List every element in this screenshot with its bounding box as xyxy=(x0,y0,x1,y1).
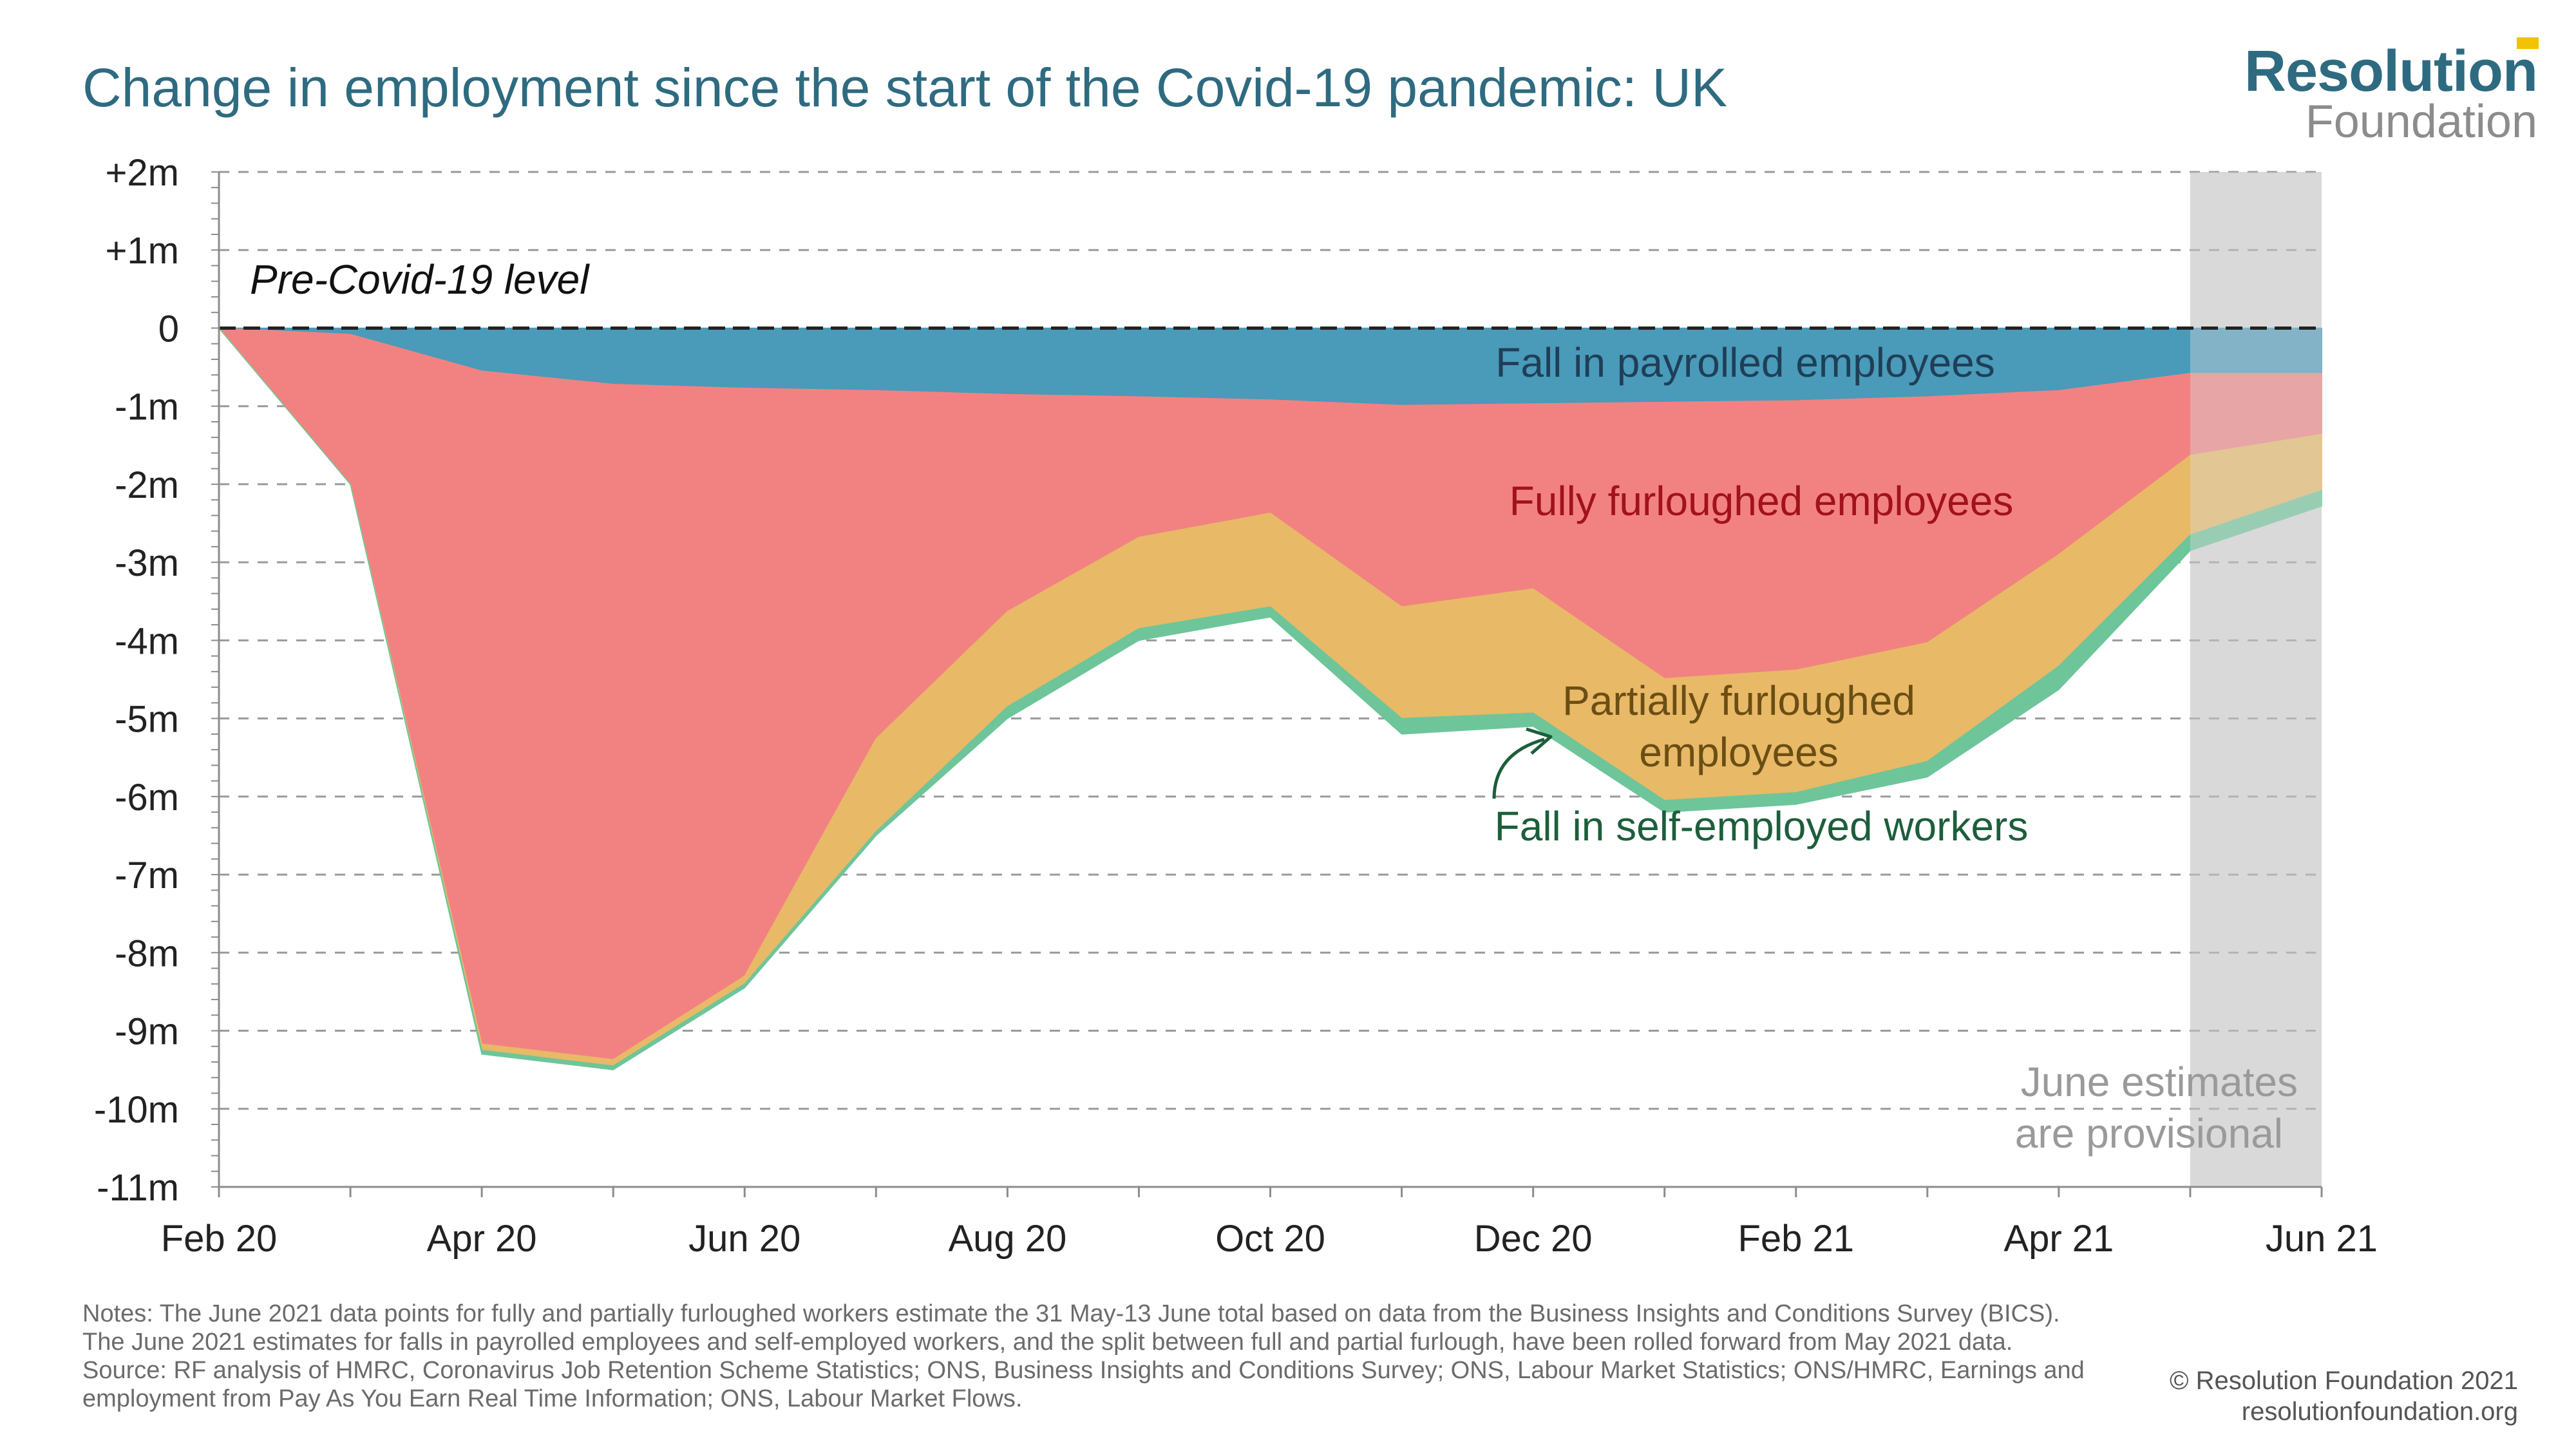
provisional-label-line1: June estimates xyxy=(2021,1059,2298,1105)
provisional-label-line2: are provisional xyxy=(2015,1110,2283,1157)
baseline-label: Pre-Covid-19 level xyxy=(250,256,590,303)
footer-credits: © Resolution Foundation 2021 resolutionf… xyxy=(2170,1365,2518,1427)
x-tick-label: Aug 20 xyxy=(948,1218,1066,1260)
y-tick-label: -8m xyxy=(115,933,179,974)
y-tick-label: +2m xyxy=(106,152,179,194)
resolution-foundation-logo: Resolution Foundation xyxy=(2244,39,2538,147)
y-tick-label: -7m xyxy=(115,855,179,896)
tick-labels-layer: +2m +1m 0 -1m -2m -3m -4m -5m -6m -7m -8m -9m -10m -1… xyxy=(94,152,2378,1260)
y-tick-label: -6m xyxy=(115,777,179,819)
logo-accent-mark xyxy=(2517,37,2539,49)
self-employed-label: Fall in self-employed workers xyxy=(1495,803,2029,849)
y-tick-label: -3m xyxy=(115,542,179,584)
partially-furloughed-label-line2: employees xyxy=(1639,729,1839,775)
y-tick-label: -2m xyxy=(115,464,179,506)
y-tick-label: -5m xyxy=(115,699,179,741)
employment-area-chart: +2m +1m 0 -1m -2m -3m -4m -5m -6m -7m -8m -9m -10m -1… xyxy=(94,152,2378,1260)
x-tick-label: Jun 20 xyxy=(688,1218,800,1260)
areas-layer xyxy=(218,172,2322,1187)
chart-title: Change in employment since the start of … xyxy=(82,57,1728,118)
notes-source: Source: RF analysis of HMRC, Coronavirus… xyxy=(82,1357,2085,1412)
fully-furloughed-label: Fully furloughed employees xyxy=(1510,478,2014,524)
axes-layer xyxy=(211,171,2323,1197)
y-tick-label: 0 xyxy=(158,308,179,350)
x-tick-label: Feb 21 xyxy=(1738,1218,1854,1260)
x-tick-label: Oct 20 xyxy=(1215,1218,1325,1260)
partially-furloughed-label-line1: Partially furloughed xyxy=(1562,677,1915,724)
x-tick-label: Dec 20 xyxy=(1474,1218,1593,1260)
y-tick-label: +1m xyxy=(106,230,179,272)
self-employed-pointer-head xyxy=(1526,727,1553,755)
y-tick-label: -9m xyxy=(115,1011,179,1053)
payrolled-label: Fall in payrolled employees xyxy=(1495,339,1995,386)
y-tick-label: -1m xyxy=(115,386,179,428)
provisional-band-overlay xyxy=(2190,172,2322,1187)
notes-text: Notes: The June 2021 data points for ful… xyxy=(82,1300,2060,1356)
website-text: resolutionfoundation.org xyxy=(2241,1397,2518,1426)
y-tick-label: -11m xyxy=(97,1167,179,1209)
x-tick-label: Apr 21 xyxy=(2003,1218,2114,1260)
x-tick-label: Feb 20 xyxy=(161,1218,278,1260)
y-tick-label: -10m xyxy=(94,1089,179,1131)
logo-line-2: Foundation xyxy=(2305,96,2537,147)
annotation-layer: Pre-Covid-19 level Fall in payrolled empl… xyxy=(250,256,2298,1157)
y-tick-label: -4m xyxy=(115,620,179,662)
x-tick-label: Jun 21 xyxy=(2266,1218,2378,1260)
copyright-text: © Resolution Foundation 2021 xyxy=(2170,1367,2518,1395)
x-tick-label: Apr 20 xyxy=(427,1218,537,1260)
self-employed-pointer xyxy=(1492,737,1545,799)
self-employed-area xyxy=(218,327,2322,1070)
chart-notes: Notes: The June 2021 data points for ful… xyxy=(82,1300,2105,1413)
logo-line-1: Resolution xyxy=(2244,39,2538,104)
